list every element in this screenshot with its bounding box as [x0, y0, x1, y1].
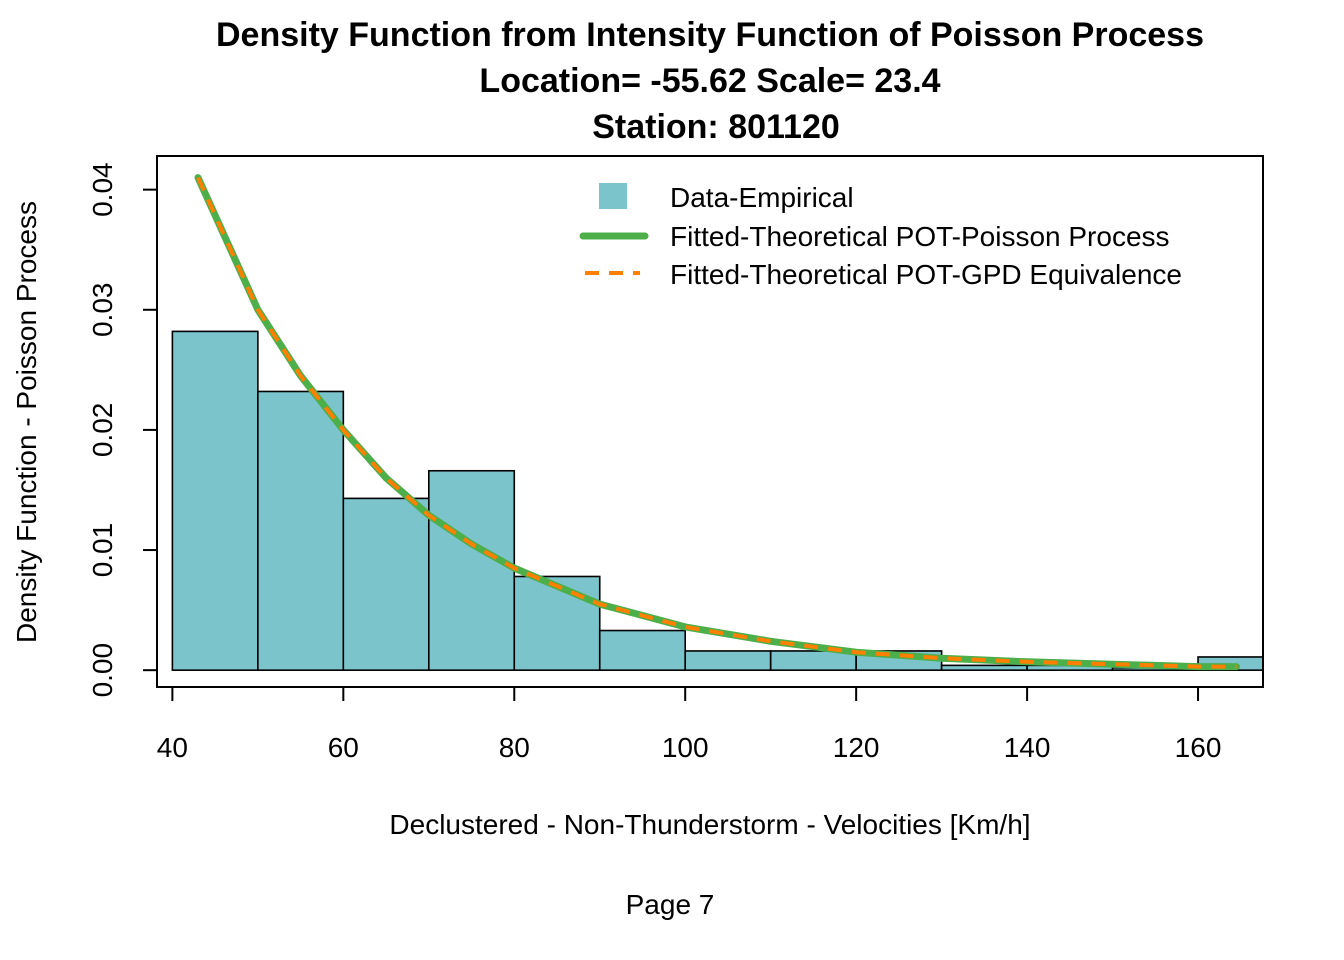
x-axis-label: Declustered - Non-Thunderstorm - Velocit… [389, 809, 1030, 840]
histogram-bar [598, 629, 687, 671]
y-tick-label: 0.01 [87, 523, 118, 578]
x-tick-label: 100 [662, 732, 709, 763]
y-axis: 0.00 0.01 0.02 0.03 0.04 [87, 162, 158, 698]
series-line-gpd [196, 176, 1237, 669]
x-tick-label: 140 [1004, 732, 1051, 763]
y-axis-label: Density Function - Poisson Process [11, 201, 42, 643]
y-tick-label: 0.04 [87, 162, 118, 217]
histogram-bars [171, 330, 1263, 671]
histogram-bar [513, 575, 601, 671]
legend-swatch-histogram [599, 183, 627, 209]
histogram-bar [427, 469, 516, 671]
chart-title-line-3: Station: 801120 [592, 108, 840, 146]
x-axis: 40 60 80 100 120 140 160 [157, 686, 1222, 763]
y-tick-label: 0.03 [87, 283, 118, 338]
x-tick-label: 60 [328, 732, 359, 763]
histogram-bar [684, 650, 772, 671]
histogram-bar [940, 664, 1028, 671]
legend-label-poisson: Fitted-Theoretical POT-Poisson Process [670, 221, 1170, 252]
x-tick-label: 40 [157, 732, 188, 763]
fitted-curves [194, 174, 1240, 671]
x-tick-label: 120 [833, 732, 880, 763]
y-tick-label: 0.02 [87, 403, 118, 458]
chart-title-line-1: Density Function from Intensity Function… [216, 16, 1204, 54]
legend: Data-Empirical Fitted-Theoretical POT-Po… [579, 182, 1182, 290]
chart-title-line-2: Location= -55.62 Scale= 23.4 [479, 62, 940, 100]
histogram-bar [257, 390, 345, 671]
y-tick-label: 0.00 [87, 643, 118, 698]
x-tick-label: 80 [499, 732, 530, 763]
page-footer: Page 7 [626, 889, 715, 920]
histogram-bar [342, 497, 430, 671]
x-tick-label: 160 [1175, 732, 1222, 763]
histogram-bar [171, 330, 259, 671]
legend-label-gpd: Fitted-Theoretical POT-GPD Equivalence [670, 259, 1182, 290]
legend-label-histogram: Data-Empirical [670, 182, 854, 213]
